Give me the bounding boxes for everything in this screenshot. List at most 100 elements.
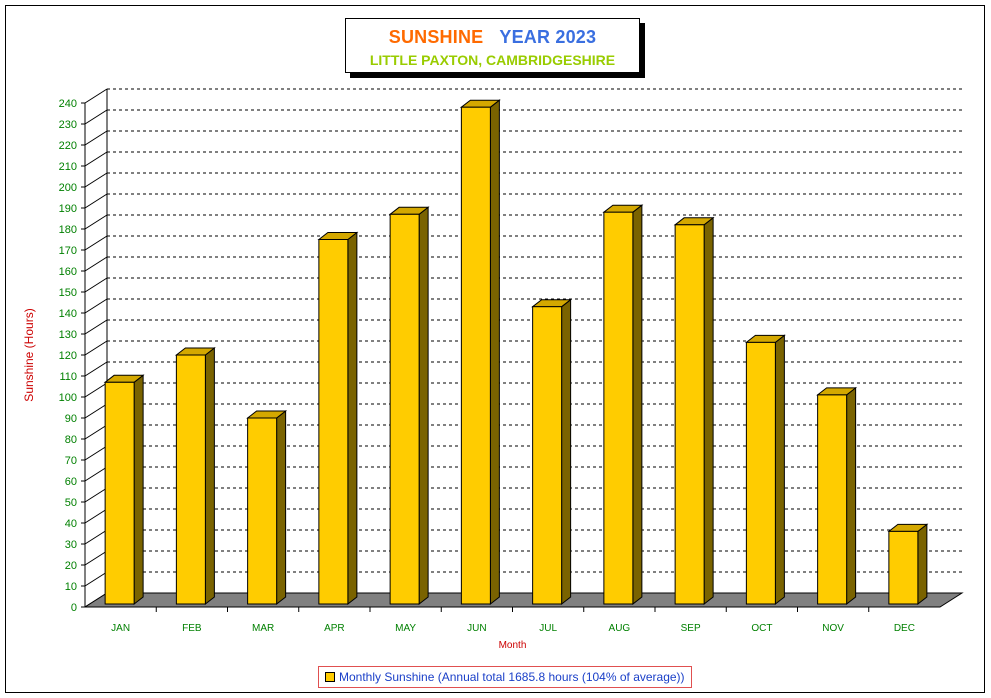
- side-wall-tick: [84, 424, 108, 440]
- x-axis-title: Month: [499, 640, 527, 651]
- side-wall-tick: [84, 487, 108, 503]
- y-tick-label: 20: [65, 560, 77, 572]
- x-tick-label: MAY: [395, 623, 416, 634]
- y-tick-label: 40: [65, 518, 77, 530]
- bar-side: [347, 231, 358, 606]
- x-tick-label: JAN: [111, 623, 130, 634]
- legend: Monthly Sunshine (Annual total 1685.8 ho…: [318, 666, 692, 688]
- side-wall-tick: [84, 256, 108, 272]
- y-tick-label: 140: [59, 308, 77, 320]
- bar-side: [774, 334, 785, 606]
- bar-side: [418, 206, 429, 606]
- bar-side: [846, 386, 857, 606]
- side-wall-tick: [84, 88, 108, 104]
- y-tick-label: 90: [65, 413, 77, 425]
- y-tick-label: 230: [59, 119, 77, 131]
- side-wall-tick: [84, 466, 108, 482]
- bar-may: [388, 206, 430, 606]
- y-tick-label: 190: [59, 203, 77, 215]
- side-wall-tick: [84, 529, 108, 545]
- bar-side: [204, 346, 215, 606]
- legend-label: Monthly Sunshine (Annual total 1685.8 ho…: [339, 670, 685, 684]
- y-tick-label: 150: [59, 287, 77, 299]
- side-wall-tick: [84, 319, 108, 335]
- bar-face: [532, 306, 563, 605]
- bar-face: [817, 394, 848, 605]
- y-tick-label: 220: [59, 140, 77, 152]
- y-tick-label: 170: [59, 245, 77, 257]
- bar-sep: [673, 216, 715, 606]
- x-tick-label: APR: [324, 623, 345, 634]
- side-wall-tick: [84, 508, 108, 524]
- y-tick-label: 50: [65, 497, 77, 509]
- bar-side: [489, 99, 500, 606]
- chart-subtitle: LITTLE PAXTON, CAMBRIDGESHIRE: [369, 52, 616, 68]
- side-wall-tick: [84, 151, 108, 167]
- chart-title-box: SUNSHINE YEAR 2023 LITTLE PAXTON, CAMBRID…: [345, 18, 640, 73]
- y-tick-label: 60: [65, 476, 77, 488]
- side-wall-tick: [84, 172, 108, 188]
- y-tick-label: 160: [59, 266, 77, 278]
- side-wall-tick: [84, 298, 108, 314]
- x-tick-label: FEB: [182, 623, 202, 634]
- side-wall-tick: [84, 193, 108, 209]
- side-wall-tick: [84, 130, 108, 146]
- bar-side: [276, 409, 287, 606]
- x-tick-label: OCT: [751, 623, 772, 634]
- y-tick-label: 210: [59, 161, 77, 173]
- x-tick-label: DEC: [894, 623, 915, 634]
- bar-jun: [459, 99, 501, 606]
- bar-side: [703, 216, 714, 606]
- bar-nov: [816, 386, 858, 606]
- bar-face: [460, 106, 491, 605]
- bar-dec: [887, 523, 929, 606]
- y-tick-label: 110: [59, 371, 77, 383]
- bar-face: [175, 354, 206, 605]
- side-wall-tick: [84, 235, 108, 251]
- bar-side: [632, 204, 643, 606]
- x-tick-label: SEP: [681, 623, 701, 634]
- chart-title-main: SUNSHINE: [388, 27, 484, 47]
- y-tick-label: 130: [59, 329, 77, 341]
- bar-aug: [602, 204, 644, 606]
- bar-face: [389, 213, 420, 605]
- bar-face: [888, 530, 919, 605]
- side-wall-tick: [84, 571, 108, 587]
- y-tick-label: 120: [59, 350, 77, 362]
- y-tick-label: 100: [59, 392, 77, 404]
- x-tick-label: MAR: [252, 623, 274, 634]
- y-tick-label: 200: [59, 182, 77, 194]
- x-tick-label: JUN: [467, 623, 486, 634]
- chart-title-year: YEAR 2023: [499, 27, 597, 47]
- bar-feb: [174, 346, 216, 606]
- side-wall-tick: [84, 445, 108, 461]
- y-tick-label: 10: [65, 581, 77, 593]
- y-tick-label: 70: [65, 455, 77, 467]
- bar-oct: [744, 334, 786, 606]
- legend-swatch: [325, 672, 335, 682]
- side-wall-tick: [84, 214, 108, 230]
- y-tick-label: 240: [59, 98, 77, 110]
- y-tick-label: 180: [59, 224, 77, 236]
- bar-face: [104, 381, 135, 605]
- y-axis-title: Sunshine (Hours): [22, 308, 36, 401]
- bar-face: [318, 239, 349, 605]
- x-tick-label: AUG: [609, 623, 631, 634]
- side-wall-tick: [84, 277, 108, 293]
- bar-face: [603, 211, 634, 605]
- side-wall-tick: [84, 109, 108, 125]
- bar-side: [561, 298, 572, 606]
- y-tick-label: 80: [65, 434, 77, 446]
- bar-jan: [103, 374, 145, 606]
- bar-face: [745, 341, 776, 605]
- bar-apr: [317, 231, 359, 606]
- bar-mar: [246, 409, 288, 606]
- bar-face: [247, 417, 278, 605]
- side-wall-tick: [84, 382, 108, 398]
- y-tick-label: 30: [65, 539, 77, 551]
- bar-jul: [531, 298, 573, 606]
- x-tick-label: NOV: [822, 623, 844, 634]
- side-wall-tick: [84, 403, 108, 419]
- bar-side: [133, 374, 144, 606]
